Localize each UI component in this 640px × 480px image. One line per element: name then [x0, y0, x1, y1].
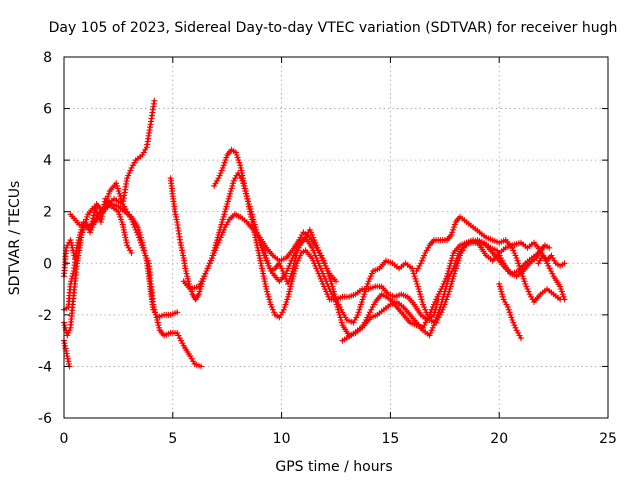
- y-tick-label: 0: [43, 256, 52, 272]
- series-track-13: [535, 252, 568, 269]
- x-tick-label: 0: [60, 431, 69, 447]
- point-markers: [496, 280, 524, 342]
- y-tick-label: 4: [43, 153, 52, 169]
- point-markers: [61, 337, 73, 370]
- point-markers: [67, 201, 181, 321]
- series-track-11: [413, 213, 564, 305]
- y-tick-label: -6: [38, 411, 52, 427]
- x-axis-label: GPS time / hours: [275, 459, 392, 475]
- series-track-5: [67, 201, 181, 321]
- series-layer: [61, 97, 568, 370]
- series-track-8: [211, 146, 442, 323]
- x-tick-label: 10: [273, 431, 291, 447]
- point-markers: [413, 213, 564, 305]
- point-markers: [259, 226, 568, 326]
- series-track-12: [496, 280, 524, 342]
- tick-layer: 0 5 10 15 20 25 -6 -4 -2 0 2 4 6 8: [38, 50, 617, 447]
- series-track-7: [180, 170, 553, 339]
- point-markers: [535, 252, 568, 269]
- x-tick-label: 5: [168, 431, 177, 447]
- y-tick-label: 6: [43, 102, 52, 118]
- y-tick-label: -4: [38, 359, 52, 375]
- point-markers: [180, 170, 553, 339]
- grid-layer: [64, 57, 608, 418]
- x-tick-label: 20: [490, 431, 508, 447]
- y-tick-label: 2: [43, 205, 52, 221]
- series-track-10: [339, 237, 546, 344]
- plot-frame: [63, 56, 609, 419]
- y-tick-label: 8: [43, 50, 52, 66]
- point-markers: [211, 146, 442, 323]
- y-tick-label: -2: [38, 308, 52, 324]
- x-tick-label: 15: [381, 431, 399, 447]
- chart-title: Day 105 of 2023, Sidereal Day-to-day VTE…: [49, 20, 618, 36]
- series-track-1: [61, 337, 73, 370]
- y-axis-label: SDTVAR / TECUs: [7, 181, 23, 296]
- series-track-9: [259, 226, 568, 326]
- x-tick-label: 25: [599, 431, 617, 447]
